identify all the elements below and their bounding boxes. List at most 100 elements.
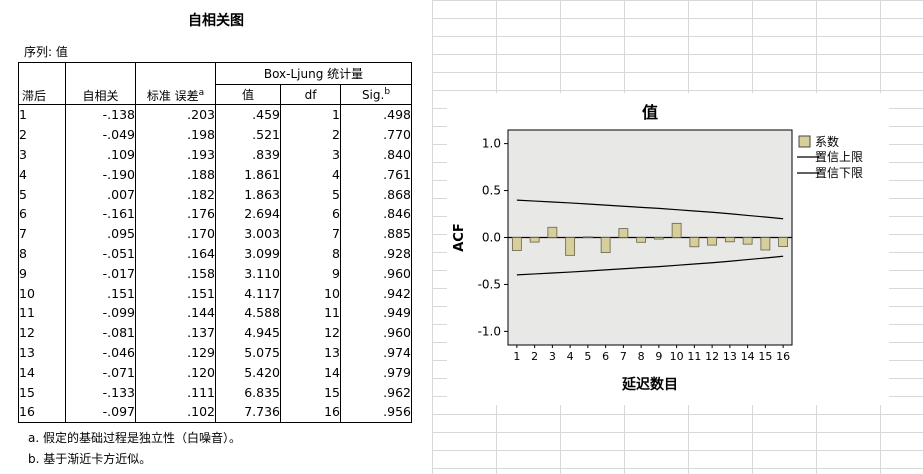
svg-text:值: 值 bbox=[642, 103, 658, 122]
cell-sig: .840 bbox=[340, 144, 412, 165]
acf-chart[interactable]: 1.0 0.5 0.0 -0.5 -1.0 1 2 3 4 5 6 7 8 9 10 11 12 13 14 15 16… bbox=[447, 93, 889, 405]
cell-se: .176 bbox=[135, 203, 216, 224]
header-lag: 滞后 bbox=[18, 62, 66, 105]
cell-df: 5 bbox=[280, 184, 341, 204]
cell-df: 7 bbox=[280, 223, 341, 244]
svg-text:10: 10 bbox=[670, 350, 684, 363]
svg-text:1.0: 1.0 bbox=[482, 137, 501, 151]
cell-value: 6.835 bbox=[215, 382, 281, 402]
svg-text:8: 8 bbox=[638, 350, 645, 363]
cell-value: 5.420 bbox=[215, 362, 281, 383]
table-row: 4 -.190.188 1.861 4.761 bbox=[18, 164, 412, 185]
cell-se: .188 bbox=[135, 164, 216, 185]
cell-acf: .109 bbox=[65, 144, 136, 165]
cell-df: 16 bbox=[280, 401, 341, 423]
cell-sig: .928 bbox=[340, 243, 412, 264]
cell-sig: .956 bbox=[340, 401, 412, 423]
svg-text:6: 6 bbox=[602, 350, 609, 363]
cell-lag: 11 bbox=[18, 302, 66, 323]
cell-value: 4.117 bbox=[215, 283, 281, 303]
cell-df: 9 bbox=[280, 263, 341, 284]
table-row: 12 -.081.137 4.945 12.960 bbox=[18, 322, 412, 343]
footnote-marker-a: a bbox=[198, 88, 205, 98]
table-row: 6 -.161.176 2.694 6.846 bbox=[18, 203, 412, 224]
cell-df: 6 bbox=[280, 203, 341, 224]
cell-acf: -.097 bbox=[65, 401, 136, 423]
cell-se: .198 bbox=[135, 124, 216, 145]
header-acf: 自相关 bbox=[65, 62, 136, 105]
cell-value: 4.945 bbox=[215, 322, 281, 343]
cell-lag: 10 bbox=[18, 283, 66, 303]
cell-acf: -.099 bbox=[65, 302, 136, 323]
cell-df: 11 bbox=[280, 302, 341, 323]
footnote-b: b. 基于渐近卡方近似。 bbox=[28, 452, 152, 466]
spreadsheet-grid[interactable]: 1.0 0.5 0.0 -0.5 -1.0 1 2 3 4 5 6 7 8 9 10 11 12 13 14 15 16… bbox=[432, 0, 923, 474]
cell-sig: .974 bbox=[340, 342, 412, 363]
cell-value: 1.861 bbox=[215, 164, 281, 185]
cell-sig: .846 bbox=[340, 203, 412, 224]
cell-lag: 4 bbox=[18, 164, 66, 185]
cell-value: 5.075 bbox=[215, 342, 281, 363]
page-title: 自相关图 bbox=[188, 13, 244, 29]
cell-acf: -.161 bbox=[65, 203, 136, 224]
cell-df: 3 bbox=[280, 144, 341, 165]
cell-value: 1.863 bbox=[215, 184, 281, 204]
svg-text:5: 5 bbox=[584, 350, 591, 363]
footnote-marker-b: b bbox=[384, 87, 391, 97]
cell-acf: -.133 bbox=[65, 382, 136, 402]
svg-text:置信上限: 置信上限 bbox=[815, 150, 863, 164]
cell-sig: .868 bbox=[340, 184, 412, 204]
cell-df: 8 bbox=[280, 243, 341, 264]
table-row: 3.109.193.839 3.840 bbox=[18, 144, 412, 165]
cell-sig: .770 bbox=[340, 124, 412, 145]
cell-se: .193 bbox=[135, 144, 216, 165]
cell-se: .120 bbox=[135, 362, 216, 383]
cell-df: 14 bbox=[280, 362, 341, 383]
cell-acf: -.081 bbox=[65, 322, 136, 343]
footnote-a: a. 假定的基础过程是独立性（白噪音）。 bbox=[28, 431, 241, 445]
cell-sig: .949 bbox=[340, 302, 412, 323]
cell-lag: 9 bbox=[18, 263, 66, 284]
table-row: 10.151.151 4.117 10.942 bbox=[18, 283, 412, 303]
cell-lag: 12 bbox=[18, 322, 66, 343]
cell-df: 1 bbox=[280, 104, 341, 125]
cell-lag: 7 bbox=[18, 223, 66, 244]
box-ljung-table: 滞后 自相关 标准 误差a Box-Ljung 统计量 值 df Sig.b 1… bbox=[18, 62, 412, 423]
svg-text:14: 14 bbox=[741, 350, 755, 363]
svg-text:12: 12 bbox=[705, 350, 719, 363]
table-row: 16 -.097.102 7.736 16.956 bbox=[18, 401, 412, 423]
cell-acf: .007 bbox=[65, 184, 136, 204]
cell-lag: 3 bbox=[18, 144, 66, 165]
cell-lag: 8 bbox=[18, 243, 66, 264]
cell-se: .164 bbox=[135, 243, 216, 264]
cell-value: 4.588 bbox=[215, 302, 281, 323]
cell-lag: 2 bbox=[18, 124, 66, 145]
cell-value: 2.694 bbox=[215, 203, 281, 224]
header-se: 标准 误差a bbox=[135, 62, 216, 105]
svg-text:ACF: ACF bbox=[452, 223, 467, 251]
cell-df: 2 bbox=[280, 124, 341, 145]
table-row: 9 -.017.158 3.110 9.960 bbox=[18, 263, 412, 284]
svg-text:0.0: 0.0 bbox=[482, 231, 501, 245]
svg-text:系数: 系数 bbox=[815, 134, 839, 149]
cell-df: 12 bbox=[280, 322, 341, 343]
cell-sig: .498 bbox=[340, 104, 412, 125]
cell-se: .111 bbox=[135, 382, 216, 402]
cell-lag: 13 bbox=[18, 342, 66, 363]
cell-se: .182 bbox=[135, 184, 216, 204]
cell-sig: .942 bbox=[340, 283, 412, 303]
cell-lag: 16 bbox=[18, 401, 66, 423]
cell-sig: .960 bbox=[340, 322, 412, 343]
cell-acf: -.071 bbox=[65, 362, 136, 383]
table-body: 1 -.138.203.459 1.498 2 -.049.198.521 2.770 3.… bbox=[18, 104, 412, 423]
output-document: 自相关图 序列: 值 滞后 自相关 标准 误差a Box-Ljung 统计量 值… bbox=[0, 0, 432, 474]
cell-df: 13 bbox=[280, 342, 341, 363]
cell-value: .521 bbox=[215, 124, 281, 145]
table-row: 1 -.138.203.459 1.498 bbox=[18, 104, 412, 125]
cell-se: .129 bbox=[135, 342, 216, 363]
svg-text:0.5: 0.5 bbox=[482, 184, 501, 198]
svg-text:13: 13 bbox=[723, 350, 737, 363]
svg-text:16: 16 bbox=[776, 350, 790, 363]
cell-lag: 5 bbox=[18, 184, 66, 204]
